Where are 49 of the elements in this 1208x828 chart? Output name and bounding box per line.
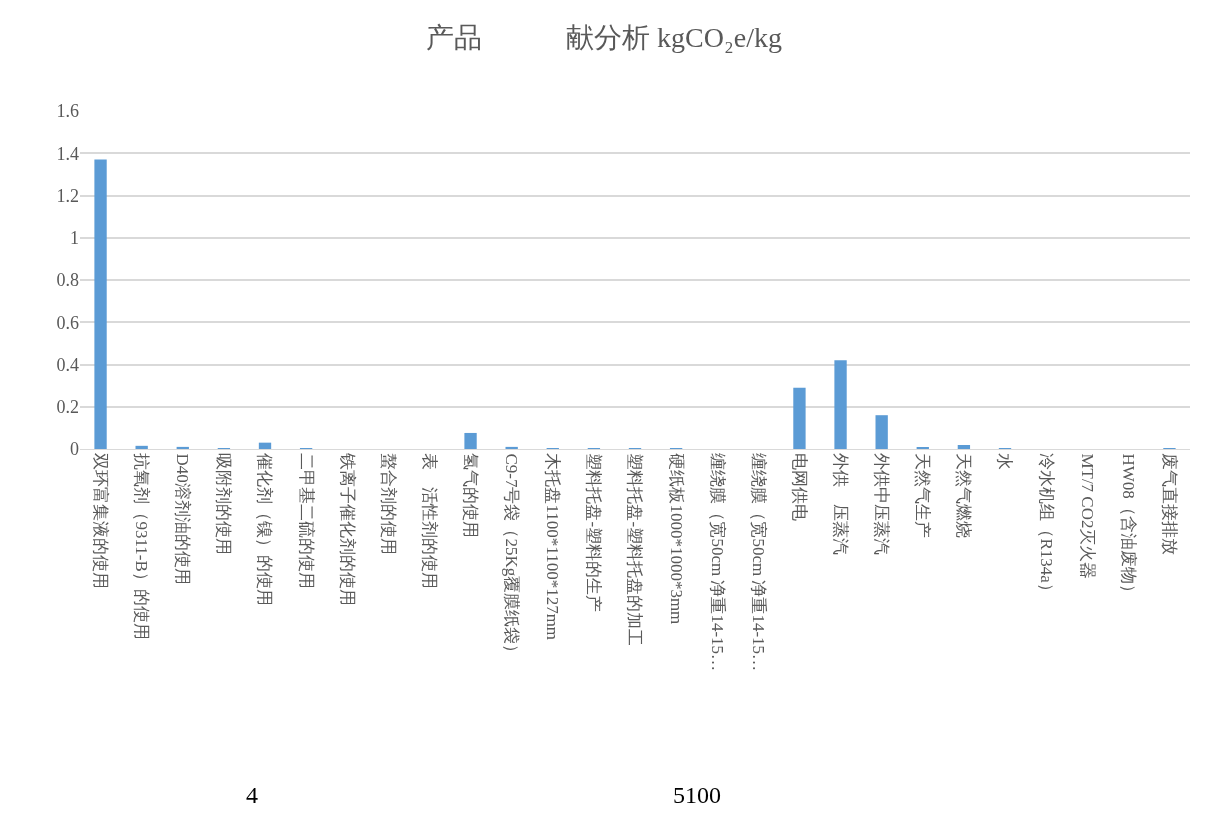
x-tick-label: 硬纸板1000*1000*3mm: [666, 453, 686, 625]
y-tick-label: 0.4: [56, 354, 79, 375]
x-tick-label: 天然气燃烧: [954, 453, 974, 539]
bar: [258, 442, 272, 449]
x-tick-label: HW08（含油废物）: [1118, 453, 1138, 601]
x-tick-label: 缠绕膜（宽50cm 净重14-15…: [707, 453, 727, 672]
bar: [875, 415, 888, 449]
bar: [793, 387, 806, 449]
bar: [464, 432, 477, 449]
y-tick-label: 1.4: [56, 143, 79, 164]
bar: [834, 360, 847, 449]
x-tick-label: 二甲基二硫的使用: [296, 453, 316, 590]
x-tick-label: 木托盘1100*1100*127mm: [543, 453, 563, 641]
x-tick-label: 抗氧剂（9311-B）的使用: [132, 453, 152, 640]
text: 4: [246, 782, 258, 808]
x-tick-label: 天然气生产: [913, 453, 933, 539]
bar: [957, 444, 971, 449]
text: 5100: [673, 782, 721, 808]
x-tick-label: 冷水机组（R134a）: [1036, 453, 1056, 600]
chart-title: 产品 献分析 kgCO₂e/kg: [426, 22, 782, 54]
y-tick-label: 0.6: [56, 312, 79, 333]
x-tick-label: 塑料托盘-塑料的生产: [584, 453, 604, 613]
x-tick-label: 外供 压蒸汽: [831, 453, 851, 556]
x-tick-label: 外供中压蒸汽: [872, 453, 892, 556]
x-tick-label: 水: [995, 453, 1015, 471]
x-tick-label: 双环富集液的使用: [91, 453, 111, 590]
x-tick-label: MT/7 CO2灭火器: [1077, 453, 1097, 580]
x-tick-label: 吸附剂的使用: [214, 453, 234, 556]
bar: [505, 446, 518, 449]
bar: [94, 159, 107, 449]
y-tick-label: 1.6: [56, 101, 79, 122]
y-tick-label: 0: [70, 439, 79, 460]
bar: [176, 446, 189, 449]
x-tick-label: 电网供电: [789, 453, 809, 522]
y-tick-label: 0.8: [56, 270, 79, 291]
y-tick-label: 1: [70, 228, 79, 249]
x-tick-label: 缠绕膜（宽50cm 净重14-15…: [748, 453, 768, 672]
x-tick-label: 表 活性剂的使用: [419, 453, 439, 590]
x-tick-label: 铁离子催化剂的使用: [337, 452, 357, 607]
x-tick-label: C9-7号袋（25Kg覆膜纸袋）: [502, 453, 522, 662]
y-tick-label: 0.2: [56, 397, 79, 418]
x-tick-label: 螯合剂的使用: [378, 453, 398, 556]
x-tick-label: D40溶剂油的使用: [173, 453, 193, 585]
y-tick-label: 1.2: [56, 185, 79, 206]
x-tick-label: 催化剂（镍）的使用: [255, 453, 275, 607]
x-tick-label: 塑料托盘-塑料托盘的加工: [625, 453, 645, 647]
x-tick-label: 废气直接排放: [1159, 453, 1179, 556]
x-tick-label: 氢气的使用: [461, 453, 481, 539]
bar: [135, 445, 148, 449]
